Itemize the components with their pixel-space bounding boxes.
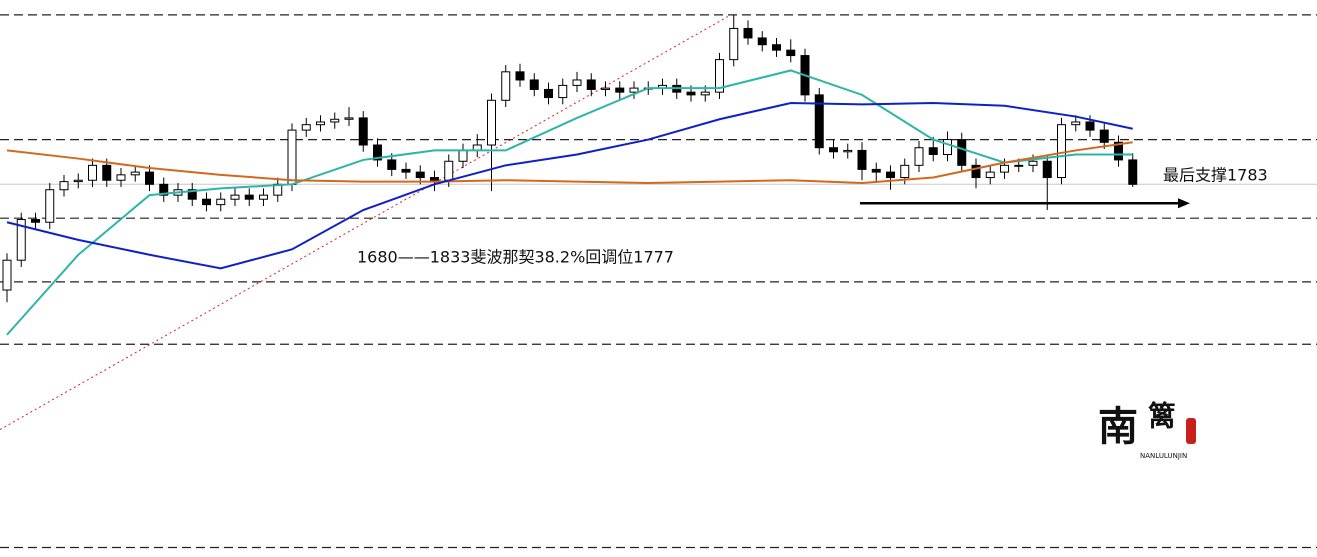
candle-body [943,139,952,155]
candle-body [316,121,325,126]
watermark-caption: NANLULUNJIN [1140,452,1187,460]
fib-line [0,14,731,431]
candle-body [59,181,69,191]
candle-body [786,49,796,57]
candle-body [1042,160,1052,179]
candle-body [31,219,40,223]
candle-body [330,118,340,123]
candle-body [73,179,83,183]
candle-body [145,171,154,185]
candle-body [814,94,824,149]
candle-body [729,27,739,61]
candle-body [244,194,254,200]
watermark: 南 篱 NANLULUNJIN [1098,400,1196,460]
candle-body [187,189,197,200]
candle-body [1114,141,1123,161]
candle-body [373,144,382,161]
candle-body [88,164,97,181]
candle-body [544,88,553,99]
candle-body [1099,129,1109,143]
candle-body [715,59,724,93]
candle-body [1071,121,1081,126]
candle-body [116,174,126,181]
candle-body [230,194,240,200]
candle-body [515,71,525,81]
candle-body [130,171,140,176]
candle-body [615,87,625,93]
candle-body [444,160,454,181]
candle-body [586,79,596,90]
candle-body [871,168,881,173]
candle-body [629,87,639,93]
candle-body [971,164,981,179]
ma-line [6,69,1133,336]
candle-body [301,124,311,131]
candle-body [287,129,297,185]
candle-body [572,79,582,86]
candle-body [501,71,511,101]
candle-body [415,171,425,179]
candle-body [259,194,268,200]
candle-body [159,183,169,196]
candle-body [45,189,55,223]
candle-body [914,147,924,166]
candle-body [843,149,853,153]
candle-body [857,149,867,170]
watermark-char: 篱 [1148,400,1176,433]
candle-body [430,177,439,181]
candle-body [700,91,710,96]
candle-body [102,164,112,181]
candle-body [900,164,910,179]
ma-line [6,101,1133,270]
candle-body [358,117,368,146]
candle-body [886,171,895,179]
candle-body [401,168,411,173]
watermark-char: 南 [1098,403,1138,450]
candle-body [957,139,967,166]
candle-body [601,87,610,90]
candle-body [487,99,496,146]
candle-body [772,44,781,51]
candle-body [202,198,211,206]
candle-body [1057,124,1066,179]
candle-body [1085,121,1095,131]
candle-body [928,147,938,155]
ma-line [6,141,1133,184]
candle-body [985,171,995,179]
candle-body [1000,164,1009,173]
candle-body [686,91,696,96]
candle-body [757,37,767,46]
candle-body [16,219,26,261]
candle-body [344,117,354,120]
candle-body [387,159,397,170]
candle-body [1014,164,1024,167]
fib-annotation: 1680——1833斐波那契38.2%回调位1777 [357,248,674,267]
candle-body [529,79,539,90]
candle-body [216,198,226,206]
candle-body [743,27,753,39]
watermark-seal [1186,418,1196,444]
support-arrowhead [1178,198,1190,209]
candle-body [1028,160,1038,166]
candle-body [829,147,838,153]
candle-body [558,84,568,99]
candle-body [1128,159,1138,185]
candle-body [458,149,468,162]
candle-body [2,259,12,291]
support-annotation: 最后支撑1783 [1163,166,1268,185]
